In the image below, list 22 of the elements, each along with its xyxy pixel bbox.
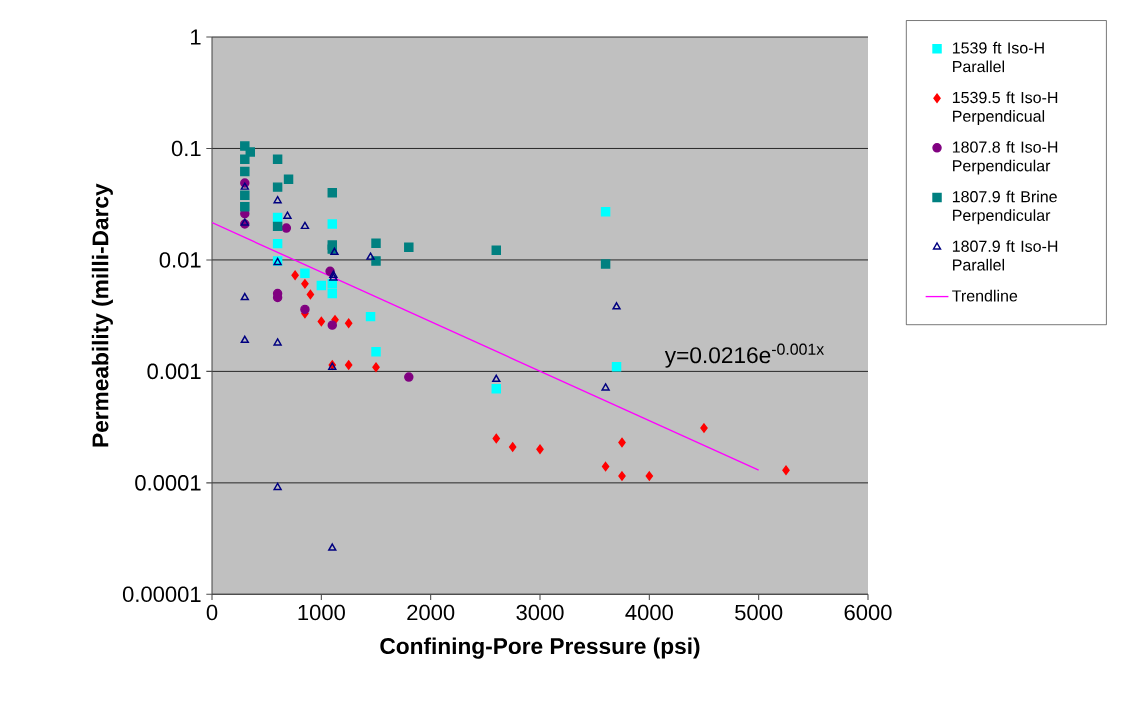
legend-label: 1807.8 ft Iso-H Perpendicular — [952, 141, 1058, 175]
x-tick-label: 0 — [206, 604, 218, 621]
annotation: y=0.0216e$^{-0.001x}$ — [664, 343, 824, 368]
legend-label: 1807.9 ft Brine Perpendicular — [952, 190, 1057, 225]
y-tick-label: 0.1 — [171, 140, 201, 157]
legend-label: 1807.9 ft Iso-H Parallel — [952, 240, 1058, 271]
legend-label: Trendline — [952, 289, 1018, 302]
x-tick-label: 2000 — [407, 604, 455, 621]
x-tick-label: 4000 — [625, 604, 673, 621]
y-tick-label: 0.0001 — [135, 475, 201, 491]
x-axis-title: Confining-Pore Pressure (psi) — [380, 637, 700, 659]
x-tick-label: 6000 — [844, 604, 892, 621]
x-tick-label: 1000 — [298, 604, 345, 621]
y-tick-label: 1 — [191, 29, 201, 45]
y-axis-title: Permeability (milli-Darcy — [91, 183, 113, 447]
y-tick-label: 0.001 — [147, 363, 201, 380]
y-tick-label: 0.01 — [159, 252, 201, 268]
x-tick-label: 5000 — [735, 604, 783, 621]
x-tick-label: 3000 — [516, 604, 564, 621]
y-tick-label: 0.00001 — [122, 586, 201, 603]
legend-label: 1539 ft Iso-H Parallel — [952, 41, 1044, 73]
legend-label: 1539.5 ft Iso-H Perpendicual — [952, 91, 1058, 126]
